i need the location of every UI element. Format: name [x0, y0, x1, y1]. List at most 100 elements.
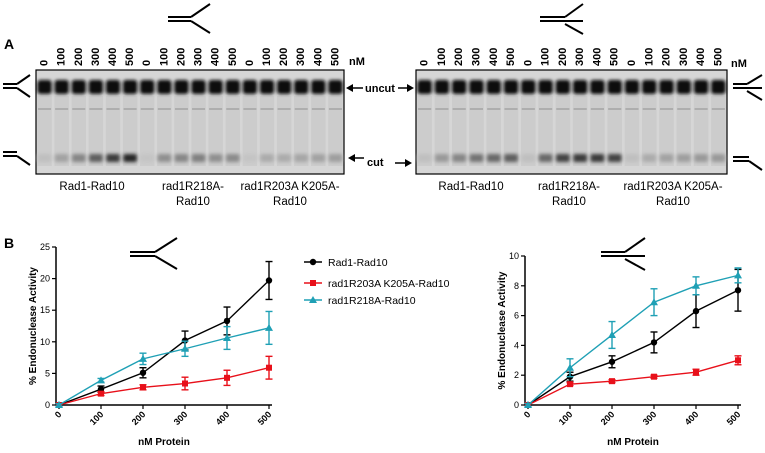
- data-point: [524, 401, 532, 408]
- uncut-band: [294, 80, 309, 94]
- data-point: [692, 281, 700, 289]
- gel-faint-band: [677, 108, 691, 110]
- cut-band: [694, 154, 708, 162]
- gel-lane-smear: [174, 96, 189, 166]
- x-tick-label: 400: [683, 409, 701, 427]
- gel-faint-band: [55, 108, 69, 110]
- lane-label: 100: [643, 48, 655, 66]
- lane-labels-left: 0 100 200 300 400 500 0 100 200 300 400 500 0 100 200 3…: [39, 48, 342, 66]
- gel-faint-band: [711, 108, 725, 110]
- cut-band: [469, 154, 484, 162]
- gel-lane-smear: [191, 96, 206, 166]
- x-tick-label: 300: [172, 409, 190, 427]
- y-tick-label: 8: [514, 281, 519, 291]
- uncut-band: [174, 80, 189, 94]
- legend-item-r218a: rad1R218A-Rad10: [304, 295, 416, 307]
- cut-band: [294, 154, 309, 162]
- splayed-arm-substrate-icon: [168, 3, 211, 34]
- cut-band: [277, 154, 291, 162]
- gel-faint-band: [157, 108, 171, 110]
- gel-lane-smear: [54, 96, 69, 166]
- cut-band: [417, 154, 432, 162]
- group-label-rad1-right: Rad1-Rad10: [438, 181, 503, 193]
- uncut-band: [590, 80, 605, 94]
- legend-label-r218a: rad1R218A-Rad10: [328, 295, 416, 307]
- legend-item-r203a: rad1R203A K205A-Rad10: [304, 278, 450, 290]
- gel-faint-band: [123, 108, 137, 110]
- gel-faint-band: [89, 108, 103, 110]
- cut-arrow-right: [395, 159, 412, 167]
- gel-lane-smear: [469, 96, 484, 166]
- gel-faint-band: [140, 108, 154, 110]
- gel-lane-smear: [208, 96, 223, 166]
- y-tick-label: 6: [514, 311, 519, 321]
- gel-faint-band: [487, 108, 501, 110]
- cut-band: [555, 154, 570, 162]
- data-point: [139, 354, 147, 362]
- uncut-band: [503, 80, 519, 94]
- legend-label-r203a: rad1R203A K205A-Rad10: [328, 278, 450, 290]
- series-rad1R203A K205A-Rad10: [55, 355, 273, 408]
- gel-faint-band: [209, 108, 223, 110]
- series-line: [58, 279, 270, 406]
- uncut-band: [242, 80, 258, 94]
- uncut-substrate-icon-right: [733, 74, 763, 101]
- x-axis-label: nM Protein: [138, 437, 190, 448]
- cut-label: cut: [367, 157, 384, 169]
- lane-label: 500: [329, 48, 341, 66]
- splayed-arm-substrate-icon-chart: [130, 237, 178, 270]
- uncut-band: [276, 80, 292, 94]
- x-tick-label: 100: [557, 409, 575, 427]
- data-point: [734, 287, 742, 294]
- group-label-r203a-right-line2: Rad10: [656, 196, 690, 208]
- x-tick-label: 200: [130, 409, 148, 427]
- gel-lane-smear: [417, 96, 432, 166]
- uncut-band: [191, 80, 206, 94]
- cut-band: [71, 154, 86, 162]
- series-line: [58, 327, 270, 406]
- lane-label: 300: [470, 48, 482, 66]
- uncut-band: [469, 80, 484, 94]
- uncut-band: [208, 80, 223, 94]
- gel-lane-smear: [311, 96, 326, 166]
- lane-label: 0: [244, 60, 256, 66]
- series-rad1R218A-Rad10: [55, 310, 273, 408]
- data-point: [692, 307, 700, 315]
- lane-labels-right: 0 100 200 300 400 500 0 100 200 300 400 500 0 100 200 3…: [419, 48, 725, 66]
- uncut-label: uncut: [365, 83, 395, 95]
- series-rad1R203A K205A-Rad10: [524, 355, 742, 408]
- gel-faint-band: [38, 108, 52, 110]
- cut-band: [123, 154, 137, 162]
- gel-faint-band: [277, 108, 291, 110]
- gel-lane-smear: [538, 96, 553, 166]
- lane-label: 200: [278, 48, 290, 66]
- cut-band: [106, 154, 120, 162]
- gel-faint-band: [192, 108, 206, 110]
- legend-label-rad1: Rad1-Rad10: [328, 257, 388, 269]
- gel-lane-smear: [451, 96, 467, 166]
- cut-band: [89, 154, 103, 162]
- gel-faint-band: [521, 108, 535, 110]
- data-point: [734, 271, 742, 279]
- lane-label: 300: [678, 48, 690, 66]
- uncut-band: [122, 80, 138, 94]
- data-point: [97, 376, 105, 384]
- data-point: [223, 334, 231, 342]
- y-tick-label: 20: [40, 274, 50, 284]
- gel-faint-band: [72, 108, 86, 110]
- gel-faint-band: [590, 108, 604, 110]
- gel-lane-smear: [71, 96, 86, 166]
- lane-label: 200: [73, 48, 85, 66]
- uncut-band: [486, 80, 502, 94]
- cut-product-icon-left: [3, 151, 31, 166]
- gel-lane-smear: [140, 96, 155, 166]
- gel-faint-band: [452, 108, 466, 110]
- cut-band: [590, 154, 605, 162]
- lane-label: 0: [141, 60, 153, 66]
- uncut-band: [555, 80, 571, 94]
- group-label-r218a-left-line2: Rad10: [176, 196, 210, 208]
- uncut-band: [434, 80, 450, 94]
- data-point: [140, 384, 146, 391]
- gel-left: [35, 69, 345, 175]
